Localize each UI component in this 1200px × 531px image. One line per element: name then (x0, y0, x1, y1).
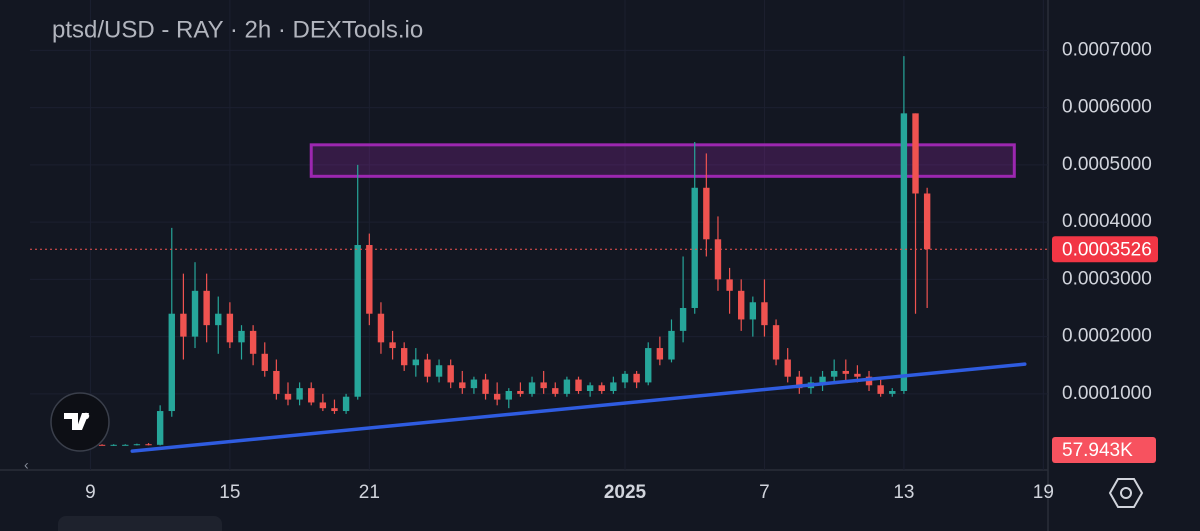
candle-body (575, 379, 582, 391)
bottom-toolbar (58, 516, 222, 531)
candle-body (703, 187, 710, 240)
candle-body (842, 370, 849, 374)
candle-body (889, 390, 896, 394)
candle-body (830, 370, 838, 377)
candle-body (180, 313, 187, 337)
candle-body (563, 379, 571, 394)
candle-body (319, 402, 327, 409)
resistance-zone (309, 143, 1016, 178)
candle-body (679, 307, 687, 331)
candle-body (668, 330, 675, 360)
candle-body (517, 390, 524, 394)
candle-body (796, 376, 803, 389)
candle-body (459, 382, 466, 389)
current-price-label: 0.0003526 (1062, 239, 1152, 260)
x-tick-label: 21 (359, 482, 380, 503)
candle-body (528, 382, 536, 394)
candle-body (493, 393, 501, 400)
y-tick-label: 0.0001000 (1062, 383, 1152, 404)
candle-body (354, 245, 361, 397)
candle-body (738, 290, 745, 320)
candle-body (389, 342, 396, 349)
candle-body (401, 348, 408, 366)
candle-body (377, 313, 385, 343)
volume-badge (1052, 437, 1156, 463)
y-tick-label: 0.0005000 (1062, 154, 1152, 175)
candle-body (877, 385, 884, 394)
y-tick-label: 0.0006000 (1062, 97, 1152, 118)
candle-body (366, 245, 373, 314)
candle-body (284, 393, 292, 400)
y-tick-label: 0.0004000 (1062, 211, 1152, 232)
candle-body (249, 330, 257, 354)
candle-body (900, 113, 908, 391)
trendline (130, 362, 1027, 453)
x-tick-label: 7 (759, 482, 770, 503)
candle-body (505, 390, 512, 400)
candle-body (912, 113, 919, 194)
candle-body (482, 379, 489, 394)
candle-body (308, 388, 315, 403)
candle-body (145, 444, 152, 446)
candle-body (156, 411, 164, 445)
x-tick-label: 15 (219, 482, 240, 503)
y-tick-label: 0.0007000 (1062, 39, 1152, 60)
candle-body (296, 388, 303, 400)
candle-body (98, 444, 106, 446)
candle-body (772, 325, 780, 360)
candle-body (470, 379, 478, 389)
candle-body (854, 373, 861, 377)
candle-body (923, 193, 931, 250)
candle-body (691, 187, 698, 308)
candle-body (610, 382, 617, 391)
settings-icon[interactable] (1108, 478, 1144, 508)
chart-title: ptsd/USD - RAY · 2h · DEXTools.io (52, 16, 423, 43)
x-tick-label: 9 (85, 482, 96, 503)
candle-body (133, 444, 141, 446)
x-tick-label: 19 (1033, 482, 1054, 503)
plot-area (30, 0, 1048, 470)
candle-body (598, 385, 605, 391)
candle-body (645, 348, 652, 383)
candle-body (122, 444, 129, 446)
candle-body (226, 313, 234, 343)
candle-body (749, 302, 757, 320)
candle-body (191, 290, 199, 337)
candle-body (552, 388, 559, 394)
y-tick-label: 0.0002000 (1062, 326, 1152, 347)
candle-body (342, 396, 350, 412)
candle-body (540, 382, 547, 389)
candle-body (761, 302, 768, 326)
candle-body (412, 359, 420, 366)
x-tick-label: 13 (893, 482, 914, 503)
candle-body (726, 279, 733, 291)
x-tick-label: 2025 (604, 482, 647, 503)
candle-body (621, 373, 629, 383)
candle-body (331, 408, 338, 412)
volume-label: 57.943K (1062, 440, 1133, 461)
candle-body (273, 370, 280, 394)
scroll-left[interactable]: ‹ (24, 457, 29, 473)
candle-body (435, 365, 443, 377)
candle-body (586, 385, 594, 391)
candle-body (424, 359, 431, 377)
current-price-badge (1052, 236, 1158, 263)
candle-body (110, 444, 117, 446)
candle-body (656, 348, 664, 360)
tradingview-logo (50, 392, 110, 452)
candle-body (633, 373, 640, 383)
candle-body (168, 313, 175, 412)
candle-body (215, 313, 222, 326)
candle-body (261, 353, 268, 371)
y-tick-label: 0.0003000 (1062, 268, 1152, 289)
candle-body (447, 365, 454, 383)
candle-body (714, 239, 722, 280)
candle-body (238, 330, 245, 343)
candle-body (819, 376, 826, 383)
candle-body (203, 290, 210, 326)
candle-body (784, 359, 791, 377)
